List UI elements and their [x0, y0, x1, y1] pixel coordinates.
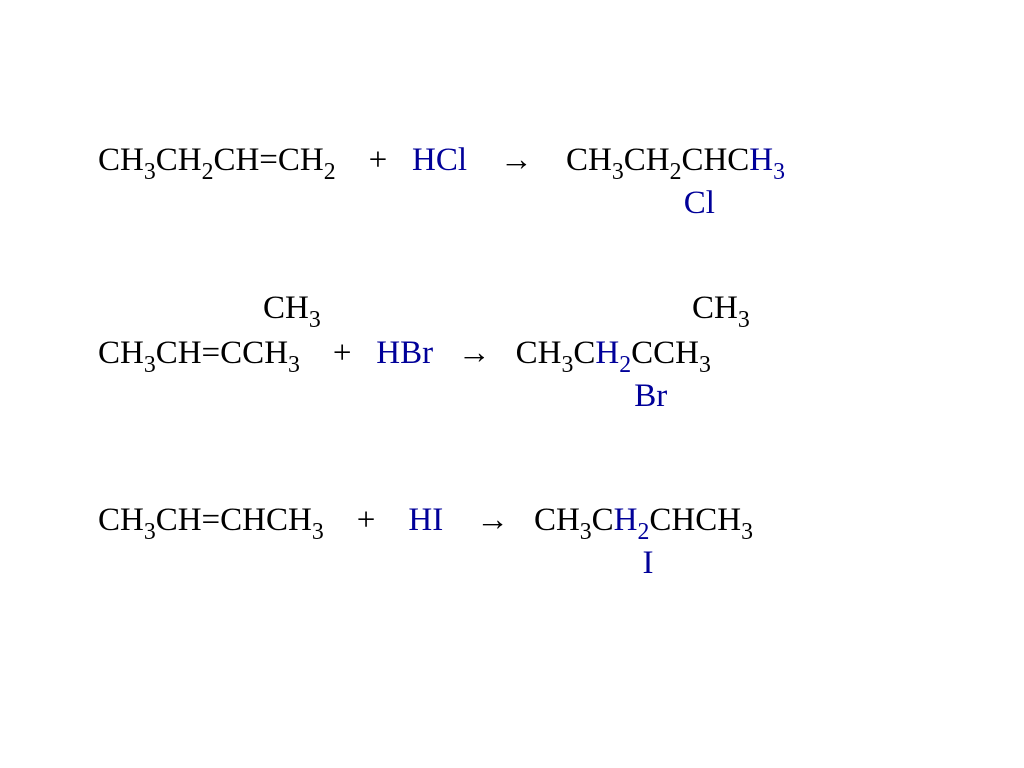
formula-text — [433, 335, 458, 371]
equation-line: Cl — [98, 185, 785, 223]
subscript: 3 — [612, 159, 624, 185]
subscript: 2 — [324, 159, 336, 185]
formula-text — [98, 378, 634, 414]
arrow: → — [500, 140, 533, 177]
formula-text: HBr — [376, 335, 433, 371]
subscript: 3 — [144, 352, 156, 378]
arrow: → — [458, 333, 491, 370]
formula-text: H — [749, 142, 773, 178]
formula-text: CHCH — [649, 502, 741, 538]
slide: CH3CH2CH=CH2 + HCl → CH3CH2CHCH3 Cl CH3 … — [0, 0, 1024, 768]
equation-line: CH3CH=CCH3 + HBr → CH3CH2CCH3 — [98, 333, 750, 378]
subscript: 2 — [619, 352, 631, 378]
formula-text: CH — [516, 335, 562, 371]
formula-text — [509, 502, 534, 538]
formula-text: CH — [98, 290, 309, 326]
arrow: → — [476, 500, 509, 537]
formula-text — [443, 502, 476, 538]
formula-text: CH — [321, 290, 738, 326]
subscript: 3 — [561, 352, 573, 378]
formula-text: Br — [634, 378, 667, 414]
equation-eq1: CH3CH2CH=CH2 + HCl → CH3CH2CHCH3 Cl — [98, 140, 785, 223]
formula-text: CH=CCH — [156, 335, 288, 371]
formula-text: CH=CH — [213, 142, 323, 178]
formula-text: C — [592, 502, 614, 538]
formula-text: CCH — [631, 335, 699, 371]
formula-text: HCl — [412, 142, 467, 178]
equation-line: CH3 CH3 — [98, 290, 750, 333]
formula-text — [98, 545, 643, 581]
formula-text: + — [300, 335, 376, 371]
formula-text: H — [614, 502, 638, 538]
equation-line: CH3CH=CHCH3 + HI → CH3CH2CHCH3 — [98, 500, 753, 545]
formula-text: CH — [156, 142, 202, 178]
formula-text — [467, 142, 500, 178]
formula-text: + — [336, 142, 412, 178]
subscript: 2 — [202, 159, 214, 185]
subscript: 3 — [288, 352, 300, 378]
formula-text: C — [573, 335, 595, 371]
formula-text: I — [643, 545, 654, 581]
formula-text: CH — [624, 142, 670, 178]
subscript: 3 — [699, 352, 711, 378]
subscript: 3 — [144, 519, 156, 545]
subscript: 2 — [638, 519, 650, 545]
subscript: 3 — [144, 159, 156, 185]
subscript: 3 — [741, 519, 753, 545]
equation-line: CH3CH2CH=CH2 + HCl → CH3CH2CHCH3 — [98, 140, 785, 185]
formula-text: CHC — [681, 142, 749, 178]
formula-text: CH — [98, 142, 144, 178]
formula-text: CH=CHCH — [156, 502, 312, 538]
formula-text — [491, 335, 516, 371]
equation-eq2: CH3 CH3CH3CH=CCH3 + HBr → CH3CH2CCH3 Br — [98, 290, 750, 416]
formula-text — [533, 142, 566, 178]
subscript: 3 — [738, 307, 750, 333]
formula-text: Cl — [684, 185, 715, 221]
equation-line: I — [98, 545, 753, 583]
subscript: 3 — [312, 519, 324, 545]
equation-eq3: CH3CH=CHCH3 + HI → CH3CH2CHCH3 I — [98, 500, 753, 583]
formula-text: CH — [534, 502, 580, 538]
formula-text: + — [324, 502, 409, 538]
subscript: 3 — [309, 307, 321, 333]
subscript: 3 — [773, 159, 785, 185]
subscript: 2 — [670, 159, 682, 185]
formula-text: CH — [566, 142, 612, 178]
formula-text: HI — [408, 502, 443, 538]
formula-text: CH — [98, 335, 144, 371]
formula-text: H — [595, 335, 619, 371]
subscript: 3 — [580, 519, 592, 545]
equation-line: Br — [98, 378, 750, 416]
formula-text — [98, 185, 684, 221]
formula-text: CH — [98, 502, 144, 538]
